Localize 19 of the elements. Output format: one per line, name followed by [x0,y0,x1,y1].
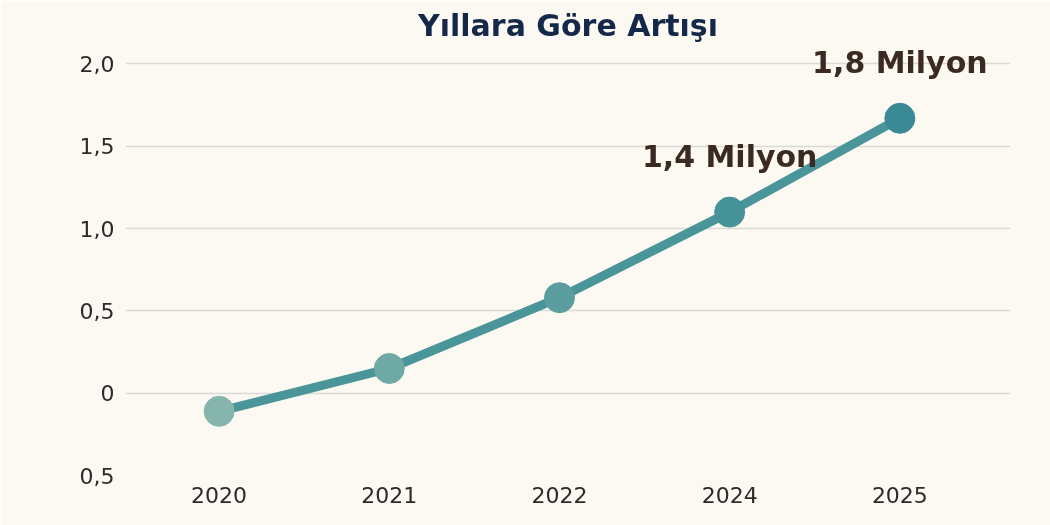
annotation: 1,8 Milyon [812,45,988,81]
y-tick-label: 2,0 [79,51,115,77]
y-tick-label: 1,5 [79,134,115,160]
point [203,395,235,427]
x-tick-label: 2022 [531,482,588,508]
y-tick-label: 1,0 [79,216,115,242]
y-tick-label: 0,5 [79,298,115,324]
x-tick-label: 2024 [701,482,758,508]
point [884,102,916,134]
x-tick-label: 2021 [361,482,418,508]
x-tick-label: 2025 [871,482,928,508]
point [373,353,405,384]
chart-title: Yıllara Göre Artışı [417,7,718,43]
point [714,196,746,228]
x-tick-label: 2020 [191,482,248,508]
y-tick-label: 0 [100,381,115,407]
point [543,282,575,314]
annotation: 1,4 Milyon [641,139,818,175]
y-tick-label: 0,5 [79,463,115,489]
